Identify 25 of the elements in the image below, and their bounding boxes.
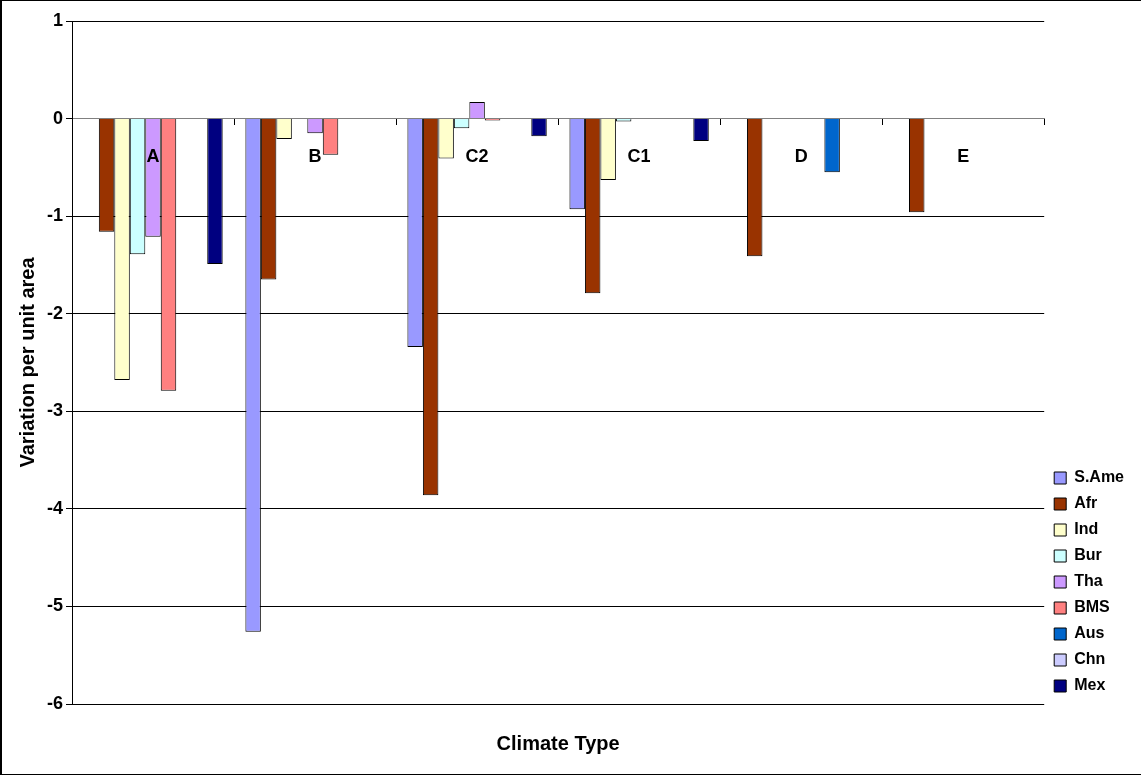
y-tick-label: -1 — [46, 205, 63, 226]
legend-label: BMS — [1074, 598, 1111, 616]
x-tick-label: C2 — [465, 145, 489, 166]
x-tick-label: B — [308, 145, 322, 166]
y-tick-label: -4 — [46, 497, 63, 518]
y-tick-label: -2 — [46, 302, 63, 323]
y-tick-label: 0 — [52, 107, 63, 128]
legend-label: Mex — [1074, 676, 1106, 694]
legend-label: Tha — [1074, 572, 1103, 590]
legend-label: Ind — [1074, 520, 1099, 538]
y-tick-label: -3 — [46, 400, 63, 421]
x-axis-title: Climate Type — [496, 731, 620, 754]
x-tick-label: C1 — [627, 145, 651, 166]
y-tick-label: -6 — [46, 692, 63, 713]
legend-label: Aus — [1074, 624, 1105, 642]
legend-label: Chn — [1074, 650, 1106, 668]
legend-label: Afr — [1074, 494, 1098, 512]
x-tick-label: A — [146, 145, 160, 166]
x-tick-label: E — [957, 145, 970, 166]
x-tick-label: D — [794, 145, 808, 166]
legend-label: Bur — [1074, 546, 1102, 564]
y-tick-label: -5 — [46, 595, 63, 616]
y-axis-title: Variation per unit area — [15, 256, 38, 468]
legend-label: S.Ame — [1074, 468, 1125, 486]
y-tick-label: 1 — [52, 9, 63, 30]
